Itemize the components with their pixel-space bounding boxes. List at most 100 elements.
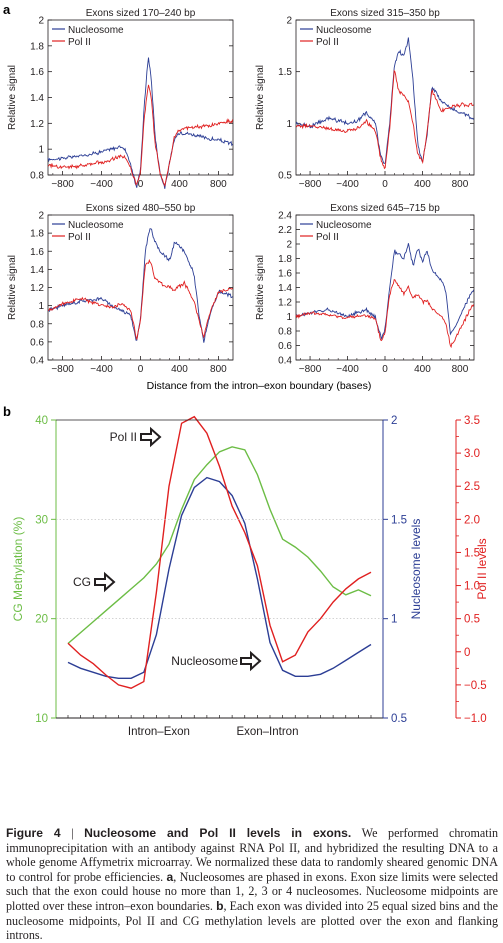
y-tick-label: 30 (35, 514, 48, 526)
y-tick-label: 20 (35, 614, 48, 626)
y-tick-label: 1 (286, 119, 292, 130)
legend-label: Nucleosome (68, 25, 124, 36)
y-axis-label: Relative signal (7, 255, 18, 320)
cg-arrow-icon (95, 574, 114, 590)
y-tick-label: 2 (38, 16, 44, 27)
caption-separator: | (71, 826, 73, 840)
x-tick-label: 400 (171, 179, 188, 190)
y-tick-label: 0.4 (30, 356, 44, 367)
y-tick-label: 1.5 (278, 67, 292, 78)
legend-label: Pol II (316, 37, 339, 48)
annotation-pol2: Pol II (110, 430, 137, 444)
subplot-title: Exons sized 645–715 bp (330, 203, 440, 214)
y-tick-label: 1.4 (30, 265, 44, 276)
series-line-nucleosome (296, 38, 474, 164)
x-tick-label: 400 (414, 364, 431, 375)
x-tick-label: −800 (299, 364, 322, 375)
y-tick-label: 0.6 (30, 337, 44, 348)
series-line-pol-ii (68, 417, 371, 689)
x-tick-label: −400 (90, 364, 113, 375)
x-tick-label: 800 (210, 179, 227, 190)
y-tick-label: 3.5 (464, 415, 480, 427)
subplot-2: Exons sized 315–350 bp Relative signal 0.5… (255, 8, 474, 190)
x-category-label: Intron–Exon (128, 726, 190, 738)
y-tick-label: 1 (38, 301, 44, 312)
series-line-pol-ii (48, 260, 233, 339)
y-tick-label: 2.5 (464, 481, 480, 493)
nucleosome-arrow-icon (241, 653, 260, 669)
subplot-3: Exons sized 480–550 bp Relative signal 0.4… (7, 203, 233, 375)
y-axis-label: Relative signal (255, 65, 266, 130)
x-tick-label: 0 (382, 179, 388, 190)
y-tick-label: 10 (35, 713, 48, 725)
x-tick-label: −400 (336, 364, 359, 375)
x-tick-label: 400 (414, 179, 431, 190)
y-tick-label: 0.5 (391, 713, 407, 725)
y-tick-label: 1.8 (30, 229, 44, 240)
series-line-nucleosome (296, 243, 474, 338)
caption-figure-label: Figure 4 (6, 826, 61, 840)
y-tick-label: 1 (391, 614, 397, 626)
series-line-nucleosome (48, 58, 233, 189)
pol2-arrow-icon (141, 429, 160, 445)
y-axis-label: Relative signal (7, 65, 18, 130)
x-tick-label: −800 (299, 179, 322, 190)
panel-a-x-axis-label: Distance from the intron–exon boundary (… (147, 380, 372, 392)
panel-a: Exons sized 170–240 bp Relative signal 0.8… (7, 8, 474, 375)
y-tick-label: 2.4 (278, 211, 292, 222)
legend-label: Pol II (68, 232, 91, 243)
figure-4: a Exons sized 170–240 bp Relative signal 0… (0, 0, 503, 826)
y-tick-label: 2 (286, 240, 292, 251)
y-tick-label: 0.5 (464, 614, 480, 626)
legend-label: Pol II (68, 37, 91, 48)
y-tick-label: 1.8 (30, 41, 44, 52)
x-tick-label: −400 (90, 179, 113, 190)
legend-label: Pol II (316, 232, 339, 243)
y-tick-label: 2 (391, 415, 397, 427)
y-axis-label-cg: CG Methylation (%) (11, 517, 25, 622)
x-tick-label: −800 (51, 364, 74, 375)
subplot-title: Exons sized 170–240 bp (86, 8, 196, 19)
panel-a-letter: a (3, 2, 11, 17)
y-tick-label: 2.0 (464, 514, 480, 526)
subplot-title: Exons sized 315–350 bp (330, 8, 440, 19)
y-tick-label: 1.4 (30, 93, 44, 104)
y-tick-label: 0 (464, 647, 470, 659)
y-tick-label: 1.2 (30, 119, 44, 130)
series-line-pol-ii (48, 85, 233, 186)
series-line-nucleosome (48, 229, 233, 343)
y-tick-label: 0.8 (30, 171, 44, 182)
y-tick-label: 0.6 (278, 341, 292, 352)
y-tick-label: 1.2 (278, 298, 292, 309)
y-tick-label: 1.8 (278, 254, 292, 265)
y-tick-label: 1.5 (391, 514, 407, 526)
x-tick-label: −400 (336, 179, 359, 190)
y-tick-label: 2 (286, 16, 292, 27)
y-tick-label: 1.6 (30, 247, 44, 258)
y-axis-label: Relative signal (255, 255, 266, 320)
y-tick-label: 0.8 (30, 319, 44, 330)
subplot-4: Exons sized 645–715 bp Relative signal 0.4… (255, 203, 474, 375)
subplot-title: Exons sized 480–550 bp (86, 203, 196, 214)
y-tick-label: 40 (35, 415, 48, 427)
y-tick-label: 0.5 (278, 171, 292, 182)
y-tick-label: 0.4 (278, 356, 292, 367)
y-tick-label: 1.6 (278, 269, 292, 280)
x-tick-label: 800 (452, 364, 469, 375)
annotation-nucleosome: Nucleosome (171, 654, 238, 668)
subplot-1: Exons sized 170–240 bp Relative signal 0.8… (7, 8, 233, 190)
panel-b-letter: b (3, 404, 11, 419)
y-tick-label: −0.5 (464, 680, 487, 692)
y-tick-label: 1 (286, 312, 292, 323)
legend-label: Nucleosome (316, 25, 372, 36)
series-line-pol-ii (296, 71, 474, 169)
y-tick-label: 3.0 (464, 448, 480, 460)
y-tick-label: 0.8 (278, 327, 292, 338)
y-tick-label: 2 (38, 211, 44, 222)
series-line-cg (68, 447, 371, 644)
legend-label: Nucleosome (68, 220, 124, 231)
x-tick-label: −800 (51, 179, 74, 190)
x-tick-label: 0 (382, 364, 388, 375)
y-tick-label: 1.6 (30, 67, 44, 78)
x-tick-label: 800 (452, 179, 469, 190)
